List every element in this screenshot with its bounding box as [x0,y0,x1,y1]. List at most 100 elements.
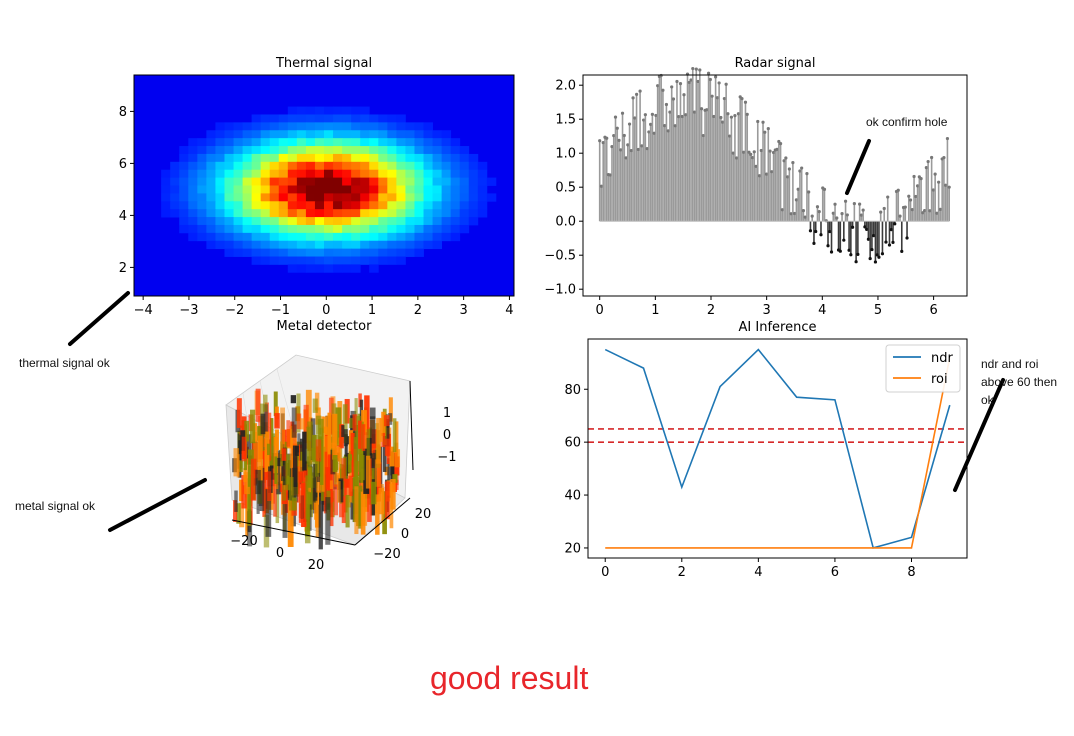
thermal-cell [468,201,479,210]
thermal-cell [197,193,207,202]
thermal-cell [378,138,388,147]
thermal-cell [233,161,243,171]
radar-marker [775,147,779,152]
radar-marker [691,66,695,71]
thermal-cell [360,256,370,265]
thermal-cell [278,130,289,139]
thermal-cell [468,185,479,194]
metal-surface-strip [376,417,382,464]
metal-surface-strip [305,389,312,428]
thermal-cell [224,177,234,186]
thermal-cell [351,264,361,273]
thermal-cell [188,138,198,147]
thermal-cell [251,185,262,194]
thermal-cell [414,248,424,257]
thermal-cell [224,161,234,171]
metal-surface-strip [394,421,399,457]
thermal-cell [405,248,415,257]
thermal-cell [206,153,216,163]
thermal-cell [233,193,243,202]
metal-surface-strip [327,412,331,456]
thermal-cell [432,153,443,163]
radar-marker [615,126,619,130]
metal-surface-strip [285,454,290,491]
thermal-cell [378,122,388,131]
radar-marker [715,96,719,100]
thermal-cell [333,169,343,179]
thermal-cell [287,209,298,218]
thermal-cell [369,248,379,257]
thermal-cell [324,177,334,186]
radar-xtick-label: 0 [596,303,604,318]
thermal-cell [314,106,325,115]
metal-surface-strip [392,418,397,452]
metal-ytick-label: 0 [401,527,409,542]
thermal-cell [188,217,198,226]
thermal-cell [369,161,379,171]
thermal-cell [233,248,243,257]
metal-surface-strip [347,454,353,473]
thermal-cell [432,209,443,218]
radar-marker [898,214,902,218]
thermal-cell [251,248,262,257]
metal-surface-strip [354,486,359,535]
metal-surface-strip [241,475,247,509]
annotation-pointer-stroke [108,478,207,532]
radar-marker [629,148,633,153]
thermal-cell [378,256,388,265]
thermal-cell [360,232,370,242]
thermal-cell [251,146,262,155]
thermal-cell [188,201,198,210]
metal-surface-strip [239,479,244,502]
radar-marker [764,172,769,176]
metal-surface-strip [282,492,288,538]
thermal-cell [305,153,316,163]
thermal-cell [333,122,343,131]
metal-surface-strip [366,429,370,460]
thermal-cell [269,232,280,242]
thermal-cell [278,153,289,163]
radar-marker [858,202,862,206]
metal-surface-strip [322,416,327,434]
thermal-cell [278,232,289,242]
thermal-cell [405,224,415,234]
radar-marker [634,92,639,96]
thermal-cell [324,240,334,250]
thermal-cell [170,177,180,186]
thermal-cell [333,217,343,226]
thermal-cell [206,201,216,210]
thermal-cell [179,146,189,155]
thermal-cell [314,240,325,250]
radar-marker [756,119,760,124]
thermal-cell [423,224,433,234]
thermal-cell [242,161,253,171]
thermal-cell [360,138,370,147]
thermal-cell [278,122,289,131]
metal-surface-strip [382,491,387,535]
thermal-cell [423,138,433,147]
thermal-cell [305,122,316,131]
thermal-cell [441,161,452,171]
thermal-cell [324,224,334,234]
metal-z-axis [409,380,414,471]
thermal-cell [287,256,298,265]
metal-surface-strip [341,458,346,482]
thermal-cell [324,264,334,273]
thermal-cell [378,177,388,186]
thermal-cell [233,153,243,163]
thermal-cell [224,122,234,131]
radar-marker [696,79,700,84]
metal-surface-strip [260,413,266,435]
thermal-cell [324,232,334,242]
thermal-cell [206,193,216,202]
thermal-cell [477,209,488,218]
thermal-cell [486,177,497,186]
thermal-cell [387,248,397,257]
thermal-cell [396,138,406,147]
thermal-cell [197,209,207,218]
thermal-cell [224,193,234,202]
radar-marker [947,185,951,189]
metal-surface-strip [237,433,243,469]
metal-surface-strip [255,469,261,495]
thermal-cell [260,232,271,242]
